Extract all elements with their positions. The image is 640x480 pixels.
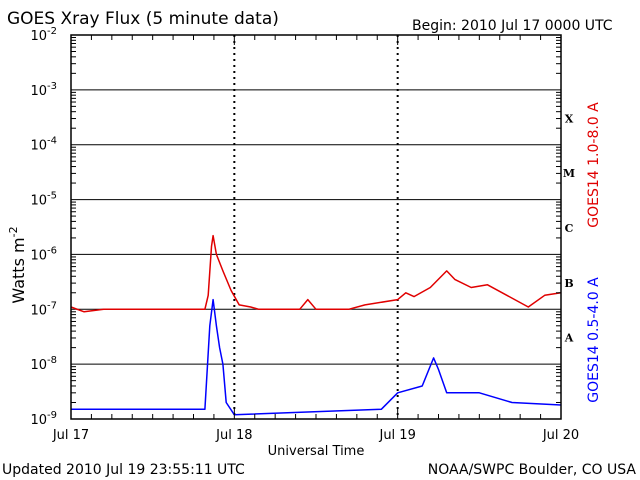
x-tick-label: Jul 18 (215, 428, 252, 443)
legend-long-channel: GOES14 1.0-8.0 A (586, 102, 602, 228)
x-axis-label: Universal Time (268, 444, 365, 459)
legend-long-channel-text: GOES14 1.0-8.0 A (586, 102, 602, 228)
y-axis-label-base: Watts m (9, 237, 28, 303)
flare-class-label: M (563, 167, 575, 180)
series-line-0 (70, 234, 562, 313)
y-tick-label-base: 10 (30, 358, 47, 373)
y-tick-label-base: 10 (30, 139, 47, 154)
series-line-1 (71, 298, 562, 416)
y-tick-label: 10-2 (30, 26, 57, 44)
chart-title: GOES Xray Flux (5 minute data) (7, 9, 279, 29)
y-tick-label-exp: -3 (47, 81, 57, 92)
y-tick-label-base: 10 (30, 303, 47, 318)
y-axis-label: Watts m-2 (7, 226, 28, 303)
y-tick-label: 10-8 (30, 355, 57, 373)
legend-short-channel: GOES14 0.5-4.0 A (586, 277, 602, 403)
y-tick-label: 10-9 (30, 410, 57, 428)
y-tick-label-exp: -6 (47, 245, 57, 256)
y-tick-label-exp: -5 (47, 191, 57, 202)
x-tick-label: Jul 17 (52, 428, 89, 443)
y-tick-label-base: 10 (30, 248, 47, 263)
y-tick-label: 10-6 (30, 245, 57, 263)
y-tick-label-base: 10 (30, 84, 47, 99)
plot-frame (70, 34, 562, 420)
y-tick-label: 10-4 (30, 136, 57, 154)
x-tick-label: Jul 20 (542, 428, 579, 443)
y-tick-label-base: 10 (30, 413, 47, 428)
y-tick-label-exp: -2 (47, 26, 57, 37)
legend-short-channel-text: GOES14 0.5-4.0 A (586, 277, 602, 403)
begin-label: Begin: 2010 Jul 17 0000 UTC (412, 18, 613, 34)
footer-source: NOAA/SWPC Boulder, CO USA (428, 462, 637, 478)
flare-class-label: C (565, 222, 574, 235)
y-tick-label-exp: -8 (47, 355, 57, 366)
y-tick-label-exp: -9 (47, 410, 57, 421)
flare-class-label: B (564, 277, 573, 290)
footer-updated: Updated 2010 Jul 19 23:55:11 UTC (2, 462, 245, 478)
y-axis-label-exp: -2 (7, 226, 20, 237)
y-tick-label: 10-7 (30, 300, 57, 318)
svg-text:Watts m-2: Watts m-2 (7, 226, 28, 303)
y-tick-label: 10-5 (30, 191, 57, 209)
flare-class-label: A (564, 332, 574, 345)
y-tick-label-exp: -7 (47, 300, 57, 311)
y-tick-label: 10-3 (30, 81, 57, 99)
y-tick-label-base: 10 (30, 29, 47, 44)
y-tick-label-exp: -4 (47, 136, 57, 147)
flare-class-label: X (565, 112, 574, 125)
x-tick-label: Jul 19 (378, 428, 415, 443)
y-tick-label-base: 10 (30, 194, 47, 209)
